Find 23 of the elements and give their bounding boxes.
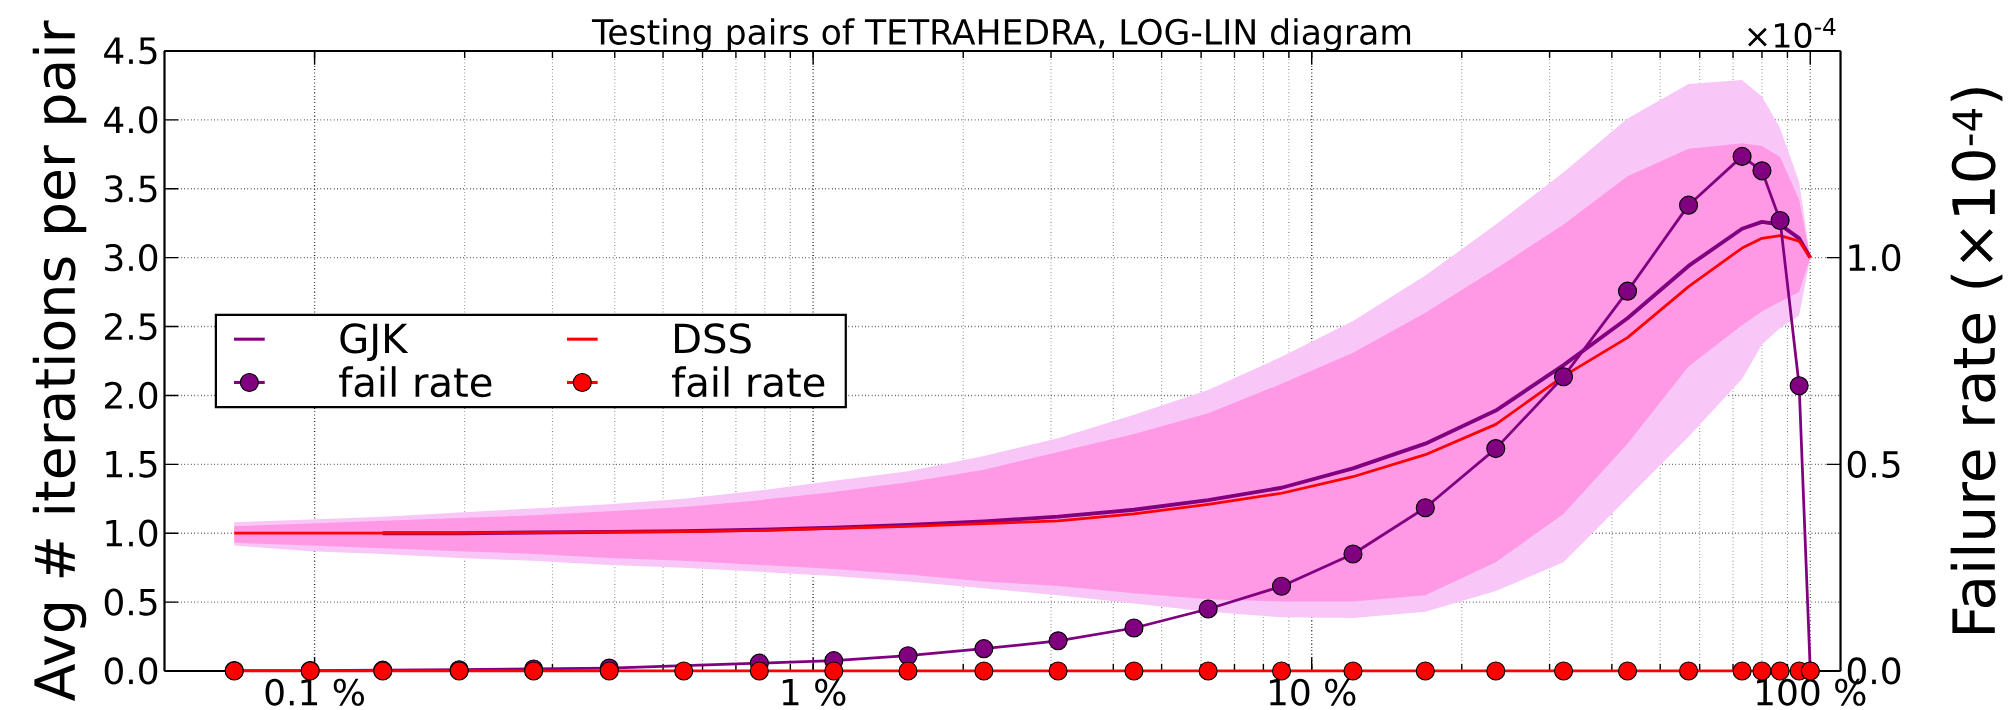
legend-label: fail rate <box>672 365 825 397</box>
y-tick-label: 3.0 <box>105 243 158 272</box>
y2-tick-label: 0.5 <box>1847 450 1900 478</box>
y-tick-label: 3.5 <box>105 174 157 203</box>
y-tick-label: 0.0 <box>104 657 158 685</box>
x-tick-label: 0.1 % <box>265 678 364 706</box>
y-tick-label: 4.5 <box>104 37 157 65</box>
y-tick-label: 4.0 <box>104 106 158 134</box>
y-tick-label: 2.0 <box>105 381 158 409</box>
y-tick-label: 0.5 <box>104 588 157 616</box>
y2-tick-label: 1.0 <box>1849 243 1901 272</box>
legend-label: fail rate <box>339 365 492 397</box>
y-axis-title: Avg # iterations per pair <box>32 20 87 701</box>
x-tick-label: 1 % <box>782 678 846 706</box>
chart-title: Testing pairs of TETRAHEDRA, LOG-LIN diagram <box>591 17 1411 52</box>
legend-label: DSS <box>675 323 751 354</box>
legend-label: GJK <box>340 323 409 361</box>
text: ×10$^{-4}$ <box>1748 17 1836 48</box>
y-tick-label: 1.0 <box>106 519 158 547</box>
y2-axis-title: Failure rate (×10$^{-4}$) <box>1950 88 2003 633</box>
x-tick-label: 10 % <box>1269 678 1356 706</box>
y-tick-label: 2.5 <box>105 312 157 340</box>
y-tick-label: 1.5 <box>106 450 157 478</box>
